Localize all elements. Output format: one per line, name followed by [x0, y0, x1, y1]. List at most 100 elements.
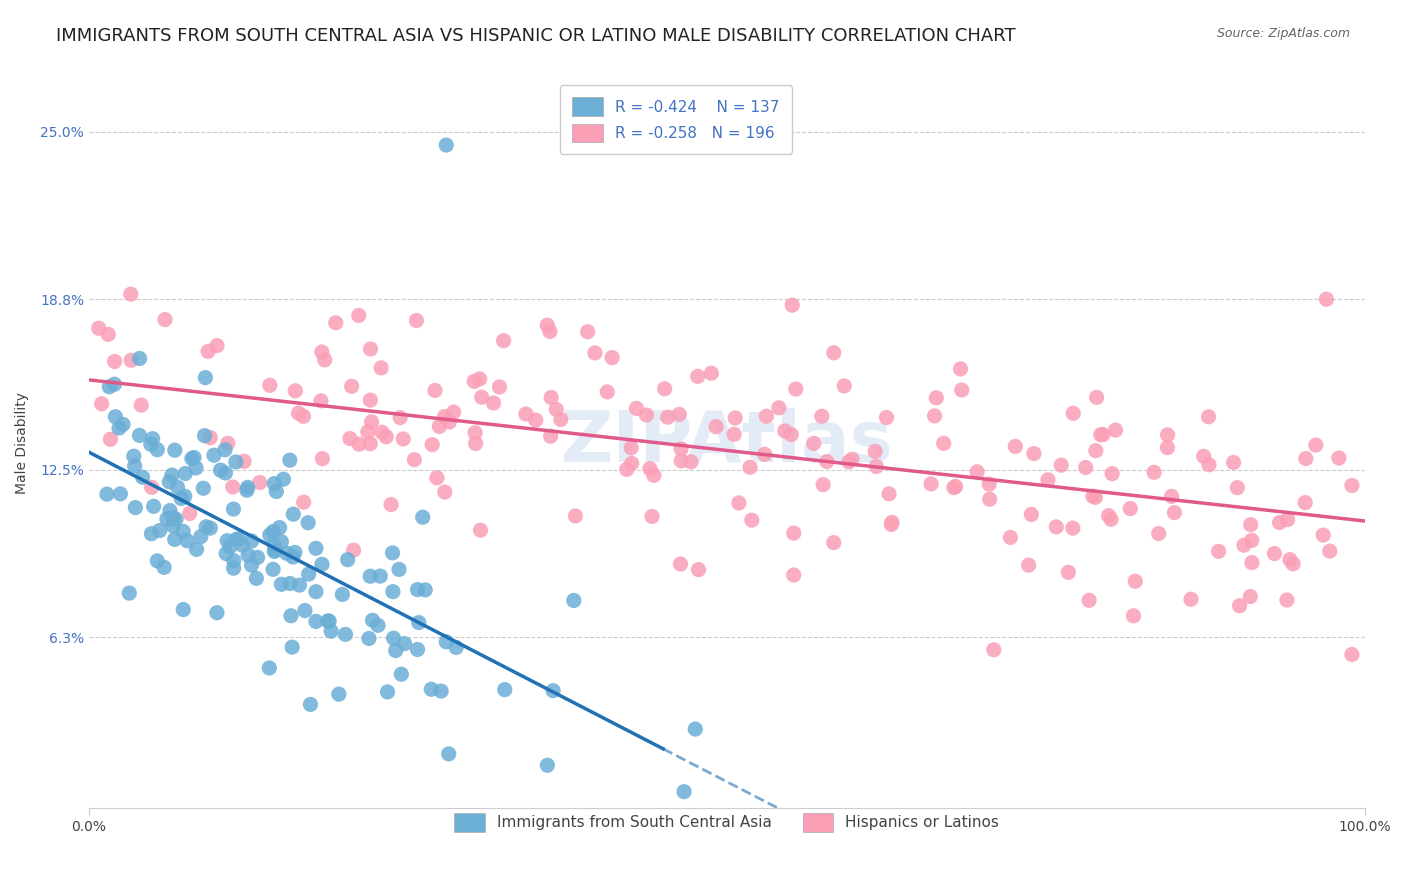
Point	[1315, 292, 1337, 306]
Point	[1222, 455, 1244, 469]
Point	[815, 454, 838, 468]
Point	[314, 352, 336, 367]
Point	[153, 312, 176, 326]
Point	[128, 428, 150, 442]
Point	[263, 544, 285, 558]
Point	[342, 543, 364, 558]
Point	[311, 558, 333, 572]
Point	[305, 615, 328, 629]
Point	[153, 560, 176, 574]
Point	[292, 495, 315, 509]
Point	[160, 468, 183, 483]
Point	[683, 722, 706, 736]
Point	[309, 393, 332, 408]
Point	[172, 602, 194, 616]
Point	[420, 437, 443, 451]
Point	[162, 518, 184, 533]
Point	[311, 345, 333, 359]
Point	[339, 432, 361, 446]
Point	[420, 682, 443, 697]
Point	[1021, 508, 1043, 522]
Point	[1240, 533, 1263, 548]
Point	[1078, 593, 1101, 607]
Point	[194, 370, 217, 384]
Point	[90, 397, 112, 411]
Point	[1099, 512, 1122, 526]
Point	[641, 509, 664, 524]
Point	[263, 476, 285, 491]
Point	[129, 398, 152, 412]
Point	[1081, 489, 1104, 503]
Point	[945, 479, 967, 493]
Point	[430, 684, 453, 698]
Point	[325, 316, 347, 330]
Point	[238, 549, 260, 563]
Point	[1341, 478, 1364, 492]
Point	[1062, 406, 1084, 420]
Point	[668, 408, 690, 422]
Point	[157, 475, 180, 489]
Point	[492, 334, 515, 348]
Point	[1180, 592, 1202, 607]
Point	[1057, 566, 1080, 580]
Point	[704, 419, 727, 434]
Point	[1022, 447, 1045, 461]
Point	[360, 415, 382, 429]
Point	[142, 432, 165, 446]
Point	[1004, 440, 1026, 454]
Point	[156, 512, 179, 526]
Point	[669, 442, 692, 456]
Point	[1233, 538, 1256, 552]
Point	[785, 382, 807, 396]
Point	[112, 417, 135, 432]
Point	[700, 366, 723, 380]
Point	[284, 545, 307, 559]
Point	[966, 465, 988, 479]
Point	[1104, 423, 1126, 437]
Point	[259, 528, 281, 542]
Point	[1240, 556, 1263, 570]
Point	[1278, 552, 1301, 566]
Point	[471, 390, 494, 404]
Point	[124, 500, 146, 515]
Point	[259, 661, 281, 675]
Point	[281, 549, 304, 564]
Point	[381, 546, 404, 560]
Point	[104, 409, 127, 424]
Point	[197, 344, 219, 359]
Point	[950, 383, 973, 397]
Point	[920, 476, 942, 491]
Point	[103, 377, 125, 392]
Point	[1341, 648, 1364, 662]
Point	[488, 380, 510, 394]
Point	[880, 516, 903, 530]
Point	[741, 513, 763, 527]
Point	[222, 561, 245, 575]
Point	[1156, 441, 1178, 455]
Point	[276, 546, 298, 560]
Point	[120, 287, 142, 301]
Point	[1050, 458, 1073, 472]
Point	[494, 682, 516, 697]
Point	[359, 436, 381, 450]
Point	[228, 532, 250, 546]
Point	[1198, 409, 1220, 424]
Point	[783, 526, 806, 541]
Point	[149, 524, 172, 538]
Point	[370, 360, 392, 375]
Point	[1282, 557, 1305, 571]
Point	[413, 582, 436, 597]
Point	[482, 396, 505, 410]
Point	[876, 410, 898, 425]
Point	[1036, 473, 1059, 487]
Point	[1000, 530, 1022, 544]
Point	[405, 313, 427, 327]
Point	[654, 382, 676, 396]
Point	[361, 613, 384, 627]
Point	[583, 346, 606, 360]
Point	[176, 533, 198, 548]
Point	[1239, 590, 1261, 604]
Point	[1319, 544, 1341, 558]
Point	[1226, 481, 1249, 495]
Point	[222, 480, 245, 494]
